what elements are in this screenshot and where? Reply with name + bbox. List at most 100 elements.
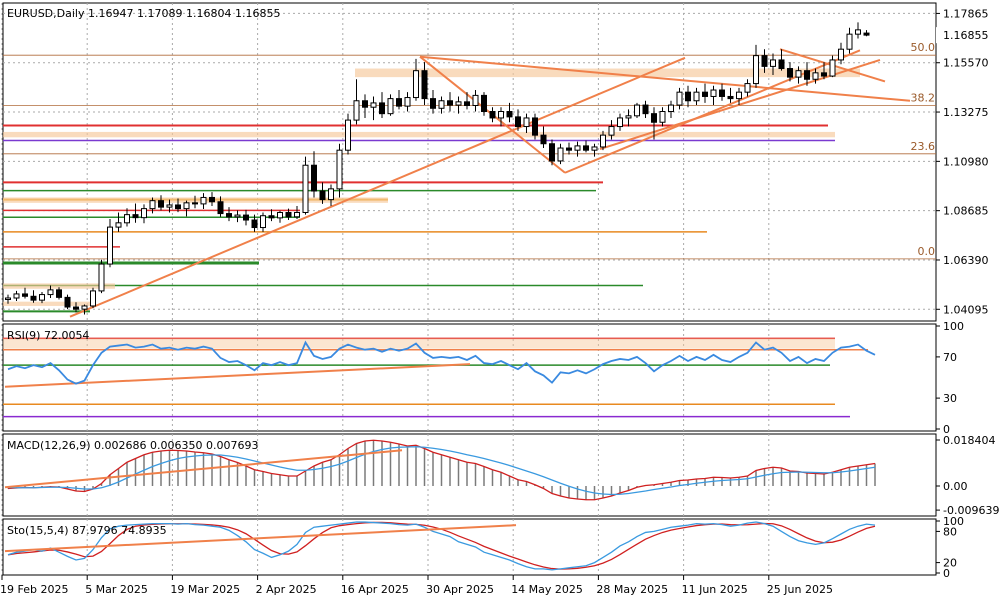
candle-bear [73, 306, 79, 310]
candle-bull [13, 293, 20, 299]
date-axis-label: 19 Feb 2025 [0, 583, 68, 596]
candle-bear [175, 204, 181, 210]
candle-bull [600, 134, 606, 148]
rsi-panel[interactable] [2, 323, 937, 432]
candle-bear [821, 72, 827, 77]
candle-bull [294, 211, 300, 218]
candle-bull [455, 101, 462, 106]
candle-bull [141, 208, 147, 219]
candle-bear [447, 100, 453, 106]
candles-group [5, 22, 870, 315]
candle-bear [804, 70, 810, 80]
candle-bull [498, 111, 504, 119]
candle-bear [761, 55, 768, 67]
candle-bear [787, 68, 793, 78]
price-axis-label: 1.06390 [943, 254, 989, 267]
candle-bull [736, 91, 742, 100]
rsi-axis-label: 100 [943, 320, 964, 333]
candle-bear [549, 143, 555, 162]
candle-bull [744, 83, 751, 93]
rsi-axis-label: 70 [943, 351, 957, 364]
candle-bull [574, 145, 581, 151]
candle-bear [515, 116, 521, 128]
candle-bear [540, 134, 547, 145]
candle-bull [345, 119, 351, 151]
stochastic-main-line [7, 521, 876, 571]
axes-group: 1.17865 1.15570 1.13275 1.10980 1.08685 1.063… [0, 7, 999, 596]
candle-bull [413, 70, 419, 99]
fib-level-label: 50.0 [911, 41, 936, 54]
chart-symbol-label: EURUSD,Daily [7, 7, 85, 20]
macd-panel[interactable] [2, 433, 937, 517]
date-axis-label: 2 Apr 2025 [256, 583, 317, 596]
candle-bull [668, 104, 674, 113]
stochastic-panel[interactable] [2, 518, 937, 576]
trend-line [564, 49, 861, 174]
candle-bear [396, 98, 402, 107]
candle-bull [107, 226, 113, 265]
candle-bear [702, 91, 708, 97]
candle-bear [651, 113, 657, 123]
candle-bull [838, 48, 844, 61]
candle-bear [243, 214, 249, 221]
candle-bull [634, 104, 640, 117]
candle-bull [795, 70, 802, 78]
macd-trend-line [4, 449, 403, 489]
candle-bear [217, 201, 224, 215]
candle-bear [158, 200, 164, 208]
date-axis-label: 14 May 2025 [511, 583, 583, 596]
candle-bear [268, 215, 275, 219]
candle-bear [778, 59, 785, 70]
candle-bull [81, 305, 88, 310]
candle-bull [277, 211, 283, 219]
current-price-label: 1.16855 [943, 29, 989, 42]
candle-bull [710, 89, 717, 97]
date-axis-label: 19 Mar 2025 [170, 583, 240, 596]
macd-axis-label: -0.009639 [943, 504, 999, 517]
candle-bull [387, 98, 394, 115]
candle-bull [676, 91, 683, 106]
candle-bear [727, 95, 734, 100]
candle-bear [251, 219, 258, 229]
stochastic-axis-label: 20 [943, 557, 957, 570]
date-axis-label: 28 May 2025 [596, 583, 668, 596]
rsi-line [7, 340, 876, 385]
candle-bear [311, 164, 317, 192]
macd-signal-line [7, 446, 876, 496]
macd-axis-label: 0.00 [943, 480, 968, 493]
date-axis-label: 5 Mar 2025 [85, 583, 148, 596]
date-axis-label: 11 Jun 2025 [682, 583, 748, 596]
candle-bear [566, 147, 572, 151]
candle-bull [5, 297, 11, 301]
grid-lines [1, 3, 936, 575]
candle-bull [47, 289, 54, 296]
stochastic-axis-label: 100 [943, 515, 964, 528]
candle-bull [617, 117, 623, 128]
candle-bull [90, 290, 96, 307]
macd-axis-label: 0.018404 [943, 434, 996, 447]
candle-bull [438, 100, 445, 109]
stochastic-axis-label: 0 [943, 567, 950, 580]
price-panel[interactable] [2, 2, 937, 322]
stochastic-axis-label: 80 [943, 525, 957, 538]
rsi-group [3, 337, 876, 418]
price-axis-label: 1.08685 [943, 205, 989, 218]
candle-bear [583, 145, 589, 151]
candle-bear [132, 214, 139, 219]
candle-bull [753, 55, 759, 85]
candle-bear [56, 289, 62, 298]
candle-bull [523, 117, 530, 128]
candle-bull [328, 188, 334, 201]
candle-bull [812, 72, 819, 80]
trend-line [69, 56, 686, 318]
candle-bear [506, 111, 513, 118]
candle-bear [685, 91, 691, 102]
candle-bull [166, 204, 173, 208]
rsi-label: RSI(9) 72.0054 [7, 329, 89, 342]
candle-bull [659, 111, 666, 123]
macd-label: MACD(12,26,9) 0.002686 0.006350 0.007693 [7, 439, 259, 452]
candle-bear [30, 295, 37, 301]
stochastic-trend-line [4, 524, 517, 553]
